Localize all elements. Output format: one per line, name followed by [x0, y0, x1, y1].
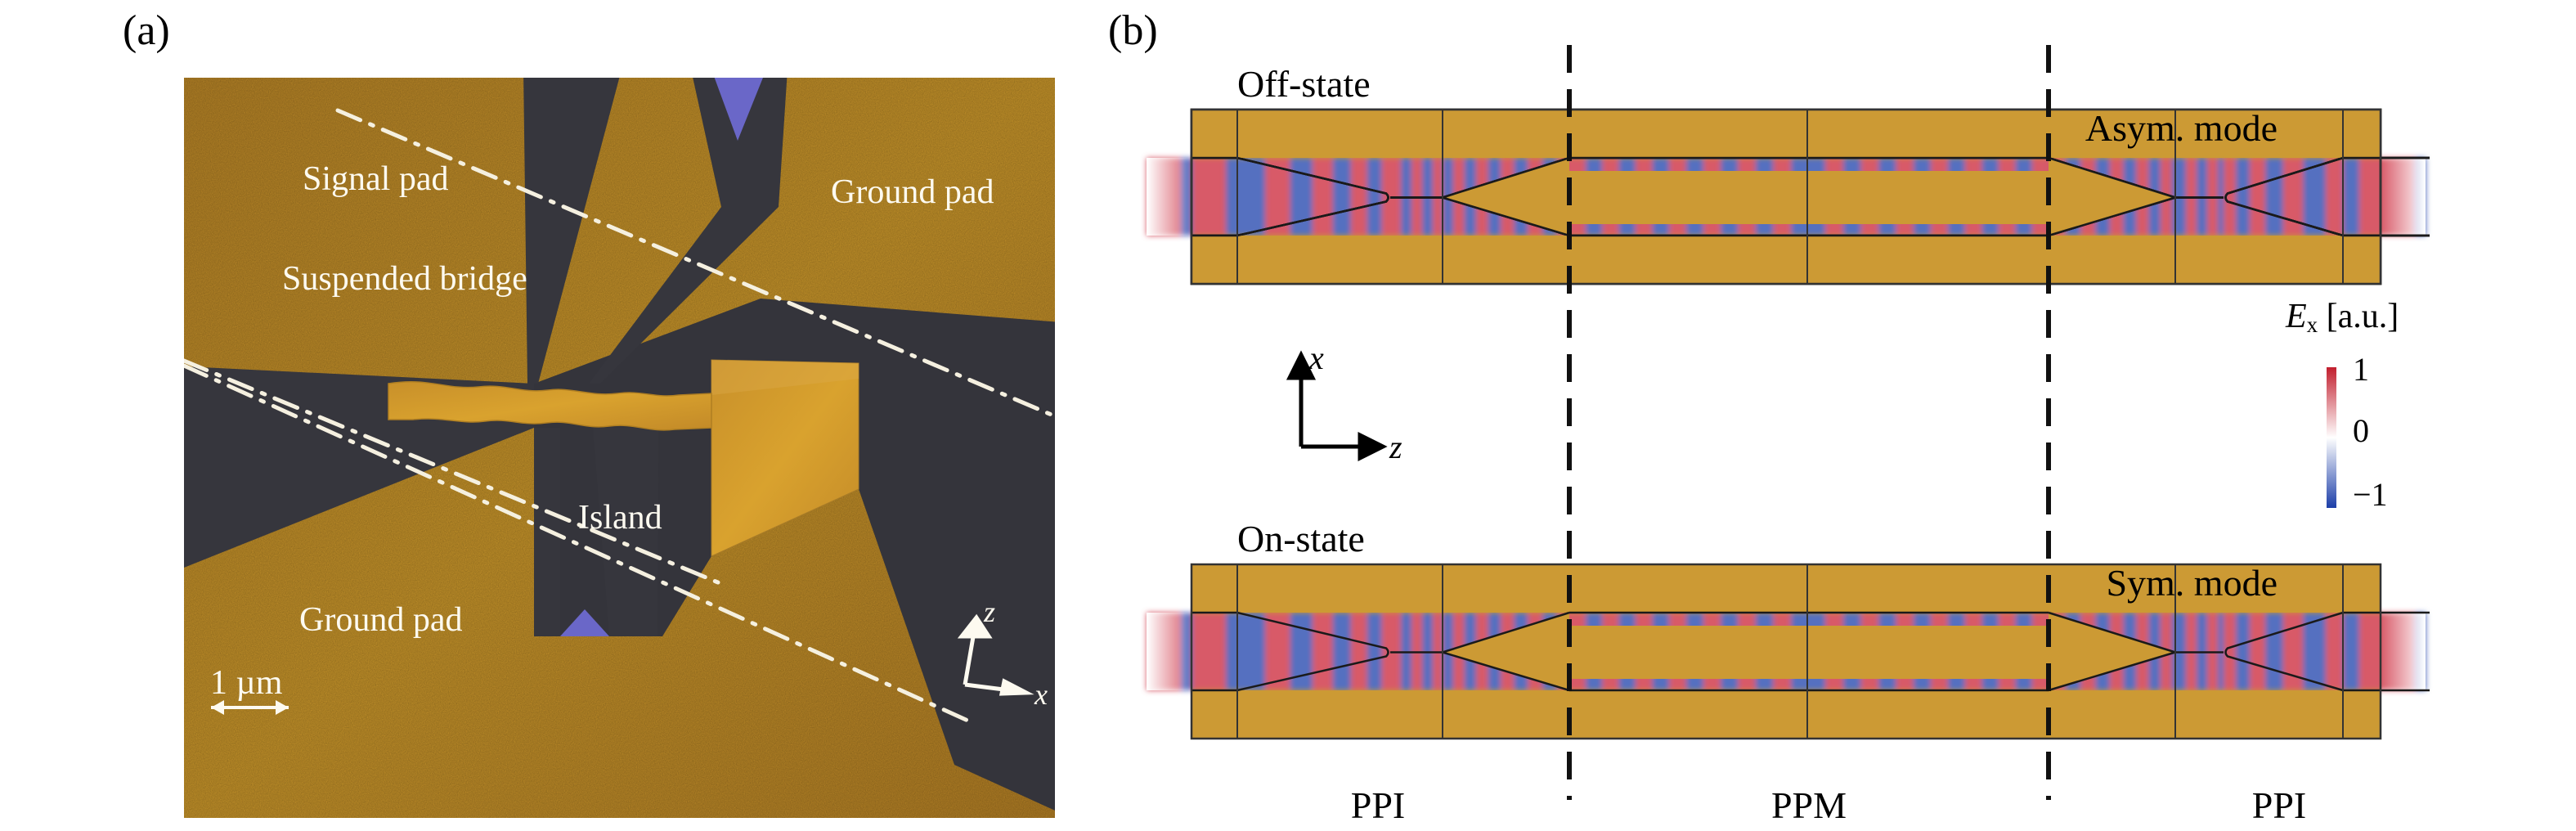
svg-text:Ground pad: Ground pad [831, 173, 994, 211]
svg-text:z: z [983, 595, 995, 628]
svg-text:1 µm: 1 µm [210, 664, 283, 702]
svg-text:Signal pad: Signal pad [303, 160, 448, 198]
svg-text:Ex [a.u.]: Ex [a.u.] [2285, 298, 2399, 337]
svg-text:Sym. mode: Sym. mode [2106, 562, 2278, 604]
svg-text:x: x [1034, 678, 1048, 711]
svg-text:Off-state: Off-state [1237, 63, 1371, 105]
svg-text:Suspended bridge: Suspended bridge [282, 260, 527, 298]
svg-text:z: z [1389, 429, 1402, 465]
svg-text:1: 1 [2353, 351, 2369, 388]
svg-text:PPI: PPI [1351, 784, 1405, 826]
svg-text:x: x [1308, 339, 1324, 376]
svg-text:Ground pad: Ground pad [299, 601, 462, 639]
svg-text:On-state: On-state [1237, 518, 1365, 559]
svg-text:PPM: PPM [1771, 784, 1847, 826]
svg-text:Asym. mode: Asym. mode [2085, 107, 2278, 149]
svg-text:0: 0 [2353, 412, 2369, 449]
svg-text:PPI: PPI [2252, 784, 2306, 826]
svg-text:Island: Island [578, 499, 662, 537]
svg-text:−1: −1 [2353, 476, 2388, 513]
